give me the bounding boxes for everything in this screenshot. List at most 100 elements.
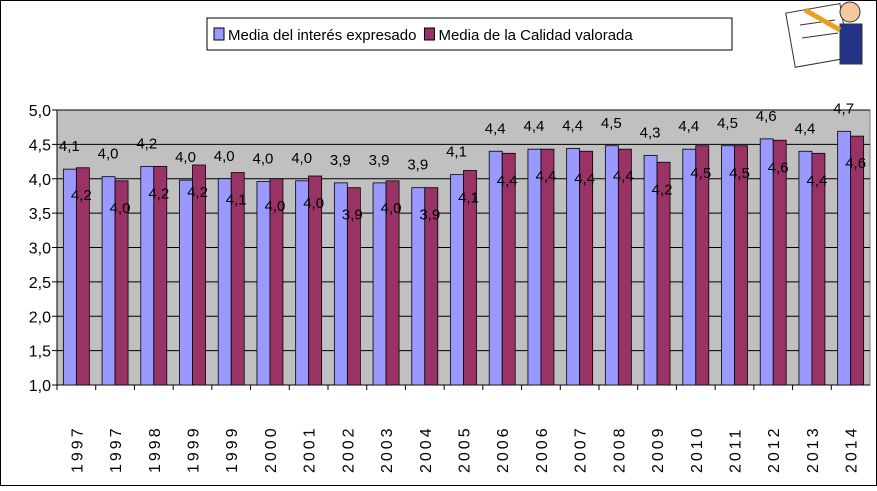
x-tick-label: 2003 xyxy=(379,425,396,473)
bar xyxy=(734,145,748,386)
data-label: 4,4 xyxy=(485,120,506,137)
x-tick-label: 1997 xyxy=(69,425,86,473)
bar xyxy=(656,161,671,386)
bar xyxy=(850,135,865,386)
bar xyxy=(579,150,594,386)
x-tick-label: 2002 xyxy=(340,425,357,473)
bar xyxy=(217,178,232,386)
data-label: 4,2 xyxy=(136,135,157,152)
bar xyxy=(230,172,245,386)
y-tick-label: 2,5 xyxy=(29,275,51,292)
data-label: 4,5 xyxy=(729,165,750,182)
legend: Media del interés expresado Media de la C… xyxy=(206,17,733,51)
data-label: 4,4 xyxy=(794,120,815,137)
data-label: 4,4 xyxy=(678,118,699,135)
y-tick-label: 3,0 xyxy=(29,241,51,258)
data-label: 4,4 xyxy=(562,118,583,135)
data-label: 4,2 xyxy=(652,181,673,198)
x-tick-label: 2008 xyxy=(611,425,628,473)
x-tick-label: 2004 xyxy=(418,425,435,473)
y-tick-label: 3,5 xyxy=(29,206,51,223)
data-label: 4,3 xyxy=(640,124,661,141)
y-tick-label: 1,5 xyxy=(29,344,51,361)
data-label: 4,2 xyxy=(187,184,208,201)
data-label: 3,9 xyxy=(369,152,390,169)
bar xyxy=(153,165,168,386)
bar xyxy=(540,148,555,386)
data-label: 4,4 xyxy=(497,172,518,189)
x-tick-label: 2005 xyxy=(457,425,474,473)
legend-swatch xyxy=(423,27,435,41)
bar xyxy=(179,179,193,386)
bar xyxy=(501,152,516,386)
data-label: 4,7 xyxy=(833,100,854,117)
clipart xyxy=(785,1,863,68)
y-tick-label: 2,0 xyxy=(29,309,51,326)
bar xyxy=(385,180,400,386)
data-label: 4,5 xyxy=(717,115,738,132)
data-label: 4,1 xyxy=(458,190,479,207)
data-label: 4,4 xyxy=(806,172,827,189)
data-label: 4,4 xyxy=(535,168,556,185)
x-tick-label: 1998 xyxy=(147,425,164,473)
bar xyxy=(695,145,710,386)
legend-label: Media de la Calidad valorada xyxy=(438,27,633,44)
data-label: 3,9 xyxy=(342,207,363,224)
data-label: 4,2 xyxy=(148,185,169,202)
data-label: 4,0 xyxy=(214,148,235,165)
bar xyxy=(811,152,826,386)
x-tick-label: 1999 xyxy=(186,425,203,473)
data-label: 4,6 xyxy=(768,159,789,176)
bar xyxy=(308,175,323,386)
x-tick-label: 2006 xyxy=(534,425,551,473)
x-tick-label: 2001 xyxy=(302,425,319,473)
x-tick-label: 2013 xyxy=(805,425,822,473)
data-label: 4,6 xyxy=(756,108,777,125)
data-label: 4,5 xyxy=(690,165,711,182)
data-label: 4,4 xyxy=(574,170,595,187)
bar xyxy=(424,187,439,386)
bar xyxy=(192,164,206,386)
bar xyxy=(682,148,697,386)
x-tick-label: 2010 xyxy=(689,425,706,473)
y-tick-label: 1,0 xyxy=(29,378,51,395)
x-tick-label: 2009 xyxy=(650,425,667,473)
bar xyxy=(617,148,632,386)
data-label: 3,9 xyxy=(407,157,428,174)
y-tick-label: 4,5 xyxy=(29,137,51,154)
data-label: 4,0 xyxy=(175,149,196,166)
bar xyxy=(772,139,787,386)
bar xyxy=(114,180,129,386)
legend-swatch xyxy=(213,27,225,41)
x-tick-label: 2012 xyxy=(766,425,783,473)
bar xyxy=(269,178,284,386)
data-label: 4,0 xyxy=(110,200,131,217)
data-label: 4,0 xyxy=(252,151,273,168)
data-label: 4,0 xyxy=(291,150,312,167)
data-label: 4,6 xyxy=(845,155,866,172)
x-tick-label: 2014 xyxy=(844,425,861,473)
data-label: 4,1 xyxy=(226,192,247,209)
x-tick-label: 2000 xyxy=(263,425,280,473)
x-tick-label: 2011 xyxy=(728,427,745,473)
x-tick-label: 1997 xyxy=(108,425,125,473)
data-label: 4,4 xyxy=(523,118,544,135)
data-label: 3,9 xyxy=(330,152,351,169)
data-label: 4,0 xyxy=(303,195,324,212)
bar xyxy=(463,170,477,386)
data-label: 3,9 xyxy=(419,207,440,224)
y-tick-label: 5,0 xyxy=(29,103,51,120)
bar xyxy=(346,187,361,386)
legend-label: Media del interés expresado xyxy=(228,27,416,44)
data-label: 4,5 xyxy=(601,115,622,132)
data-label: 4,0 xyxy=(381,200,402,217)
x-tick-label: 1999 xyxy=(224,425,241,473)
data-label: 4,0 xyxy=(98,146,119,163)
data-label: 4,0 xyxy=(264,198,285,215)
data-label: 4,4 xyxy=(613,168,634,185)
data-label: 4,1 xyxy=(446,144,467,161)
x-tick-label: 2006 xyxy=(495,425,512,473)
bar xyxy=(75,167,90,386)
x-tick-label: 2007 xyxy=(573,425,590,473)
